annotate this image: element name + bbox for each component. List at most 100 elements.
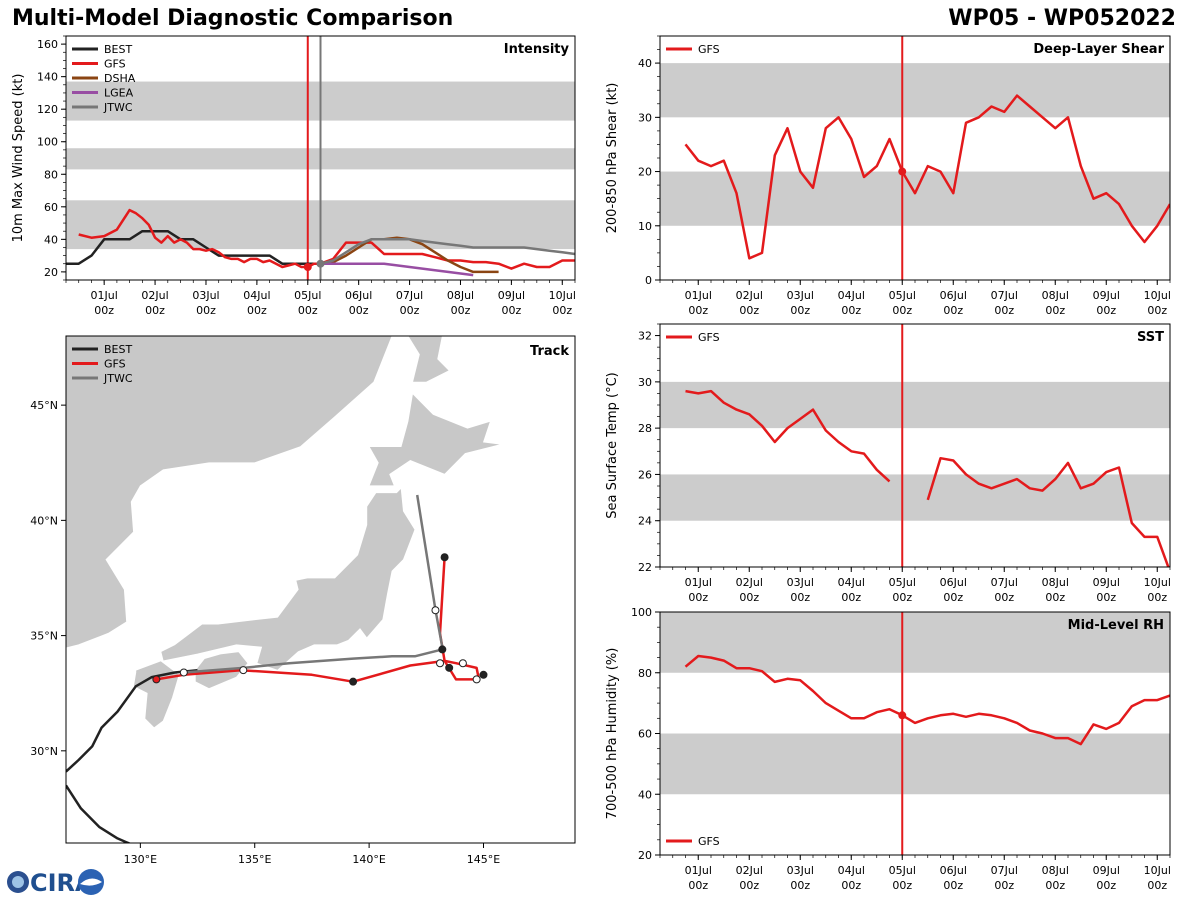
y-tick-label: 24 xyxy=(638,515,652,528)
track-point-jtwc xyxy=(179,668,188,677)
x-tick-label: 00z xyxy=(892,591,912,604)
x-tick-label: 00z xyxy=(994,591,1014,604)
x-tick-label: 00z xyxy=(943,591,963,604)
init-marker-jtwc xyxy=(316,259,325,268)
legend-label: GFS xyxy=(698,331,720,344)
x-tick-label: 00z xyxy=(1045,591,1065,604)
series-group xyxy=(684,94,1170,260)
land-mass xyxy=(66,336,393,650)
x-tick-label: 06Jul xyxy=(940,576,967,589)
y-tick-label: 26 xyxy=(638,468,652,481)
x-tick-label: 00z xyxy=(1045,879,1065,892)
x-tick-label: 10Jul xyxy=(549,289,576,302)
series-group xyxy=(685,389,1170,567)
land-mass xyxy=(160,487,416,671)
lat-tick-label: 45°N xyxy=(30,399,58,412)
panel-track: 130°E 135°E 140°E 145°E 30°N 35°N 40°N 45°N Trac… xyxy=(30,335,576,866)
track-point-jtwc xyxy=(458,659,467,668)
x-tick-label: 00z xyxy=(841,591,861,604)
legend: GFS xyxy=(666,835,720,848)
x-tick-label: 08Jul xyxy=(447,289,474,302)
y-axis-label: Sea Surface Temp (°C) xyxy=(605,372,620,519)
x-tick-label: 00z xyxy=(943,879,963,892)
legend: GFS xyxy=(666,331,720,344)
x-tick-label: 06Jul xyxy=(940,864,967,877)
x-tick-label: 00z xyxy=(94,304,114,317)
x-tick-label: 03Jul xyxy=(787,576,814,589)
lon-tick-label: 135°E xyxy=(238,853,271,866)
lon-tick-label: 130°E xyxy=(124,853,157,866)
land-mass xyxy=(368,392,502,487)
y-tick-label: 10 xyxy=(638,220,652,233)
track-line-best xyxy=(66,668,198,773)
x-tick-label: 00z xyxy=(1147,591,1167,604)
x-tick-label: 01Jul xyxy=(685,289,712,302)
x-tick-label: 10Jul xyxy=(1144,289,1171,302)
x-tick-label: 00z xyxy=(1147,304,1167,317)
y-tick-label: 0 xyxy=(645,274,652,287)
x-tick-label: 00z xyxy=(892,304,912,317)
panel-title: SST xyxy=(1137,330,1164,345)
x-tick-label: 00z xyxy=(145,304,165,317)
threshold-band xyxy=(660,612,1170,673)
plot-frame xyxy=(659,323,1171,568)
y-tick-label: 160 xyxy=(37,38,58,51)
y-axis-label: 200-850 hPa Shear (kt) xyxy=(605,83,620,234)
x-tick-label: 00z xyxy=(349,304,369,317)
partner-logo-wave-icon xyxy=(80,878,102,886)
cira-logo: CIRA xyxy=(7,869,104,897)
legend-label: JTWC xyxy=(103,101,133,114)
x-tick-label: 02Jul xyxy=(736,864,763,877)
legend: GFS xyxy=(666,43,720,56)
x-tick-label: 00z xyxy=(943,304,963,317)
y-tick-label: 60 xyxy=(638,728,652,741)
y-tick-label: 100 xyxy=(631,606,652,619)
y-tick-label: 120 xyxy=(37,103,58,116)
x-tick-label: 02Jul xyxy=(736,289,763,302)
init-marker xyxy=(898,167,907,176)
map-frame xyxy=(65,335,576,844)
legend-label: BEST xyxy=(104,343,132,356)
series-line-jtwc xyxy=(320,238,575,265)
y-tick-label: 100 xyxy=(37,136,58,149)
panel-shear: 0 10 20 30 40 01Jul 00z 02Jul 00z 03Jul 00z 04Jul 00… xyxy=(605,35,1171,317)
series-line-gfs xyxy=(685,389,891,483)
x-tick-label: 04Jul xyxy=(838,864,865,877)
x-tick-label: 00z xyxy=(994,879,1014,892)
x-tick-label: 00z xyxy=(1096,591,1116,604)
track-point-best xyxy=(479,670,488,679)
panel-title: Mid-Level RH xyxy=(1068,618,1164,633)
x-tick-label: 01Jul xyxy=(685,864,712,877)
x-tick-label: 08Jul xyxy=(1042,576,1069,589)
x-tick-label: 00z xyxy=(790,591,810,604)
track-point-best xyxy=(445,663,454,672)
y-axis-label: 700-500 hPa Humidity (%) xyxy=(605,648,620,820)
legend-label: BEST xyxy=(104,43,132,56)
track-point-jtwc xyxy=(431,606,440,615)
x-tick-label: 09Jul xyxy=(1093,864,1120,877)
y-tick-label: 60 xyxy=(44,201,58,214)
panel-rh: 20 40 60 80 100 01Jul 00z 02Jul 00z 03Jul 00z 04Jul… xyxy=(605,606,1171,892)
x-tick-label: 08Jul xyxy=(1042,864,1069,877)
x-tick-label: 00z xyxy=(994,304,1014,317)
y-tick-label: 40 xyxy=(638,57,652,70)
y-tick-label: 40 xyxy=(44,233,58,246)
panel-intensity: 20 40 60 80 100 120 140 160 01Jul 00z 02Jul 00z 03Ju… xyxy=(11,35,576,317)
x-tick-label: 00z xyxy=(790,879,810,892)
lat-tick-label: 40°N xyxy=(30,514,58,527)
legend-label: LGEA xyxy=(104,87,134,100)
y-axis-label: 10m Max Wind Speed (kt) xyxy=(11,74,26,243)
y-tick-label: 30 xyxy=(638,376,652,389)
y-tick-label: 40 xyxy=(638,788,652,801)
series-line-best xyxy=(66,229,321,265)
panel-title: Track xyxy=(530,344,569,359)
x-tick-label: 00z xyxy=(688,591,708,604)
legend-label: DSHA xyxy=(104,72,136,85)
x-tick-label: 04Jul xyxy=(838,576,865,589)
x-tick-label: 00z xyxy=(688,304,708,317)
y-tick-label: 30 xyxy=(638,111,652,124)
x-tick-label: 06Jul xyxy=(940,289,967,302)
y-tick-label: 140 xyxy=(37,71,58,84)
